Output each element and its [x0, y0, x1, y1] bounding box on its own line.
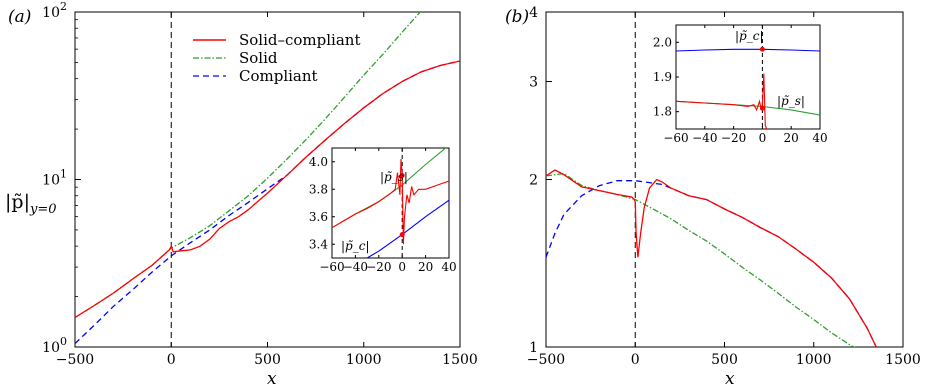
- panel-b-inset-x-tick-label: 0: [759, 131, 767, 145]
- panel-a-inset-x-tick-label: −20: [366, 260, 391, 274]
- panel-a-inset: −60−40−20 0 20 40 3.4 3.6 3.8 4.0 |p̃_s| |p̃_c|: [309, 147, 457, 274]
- panel-b-inset-annotation-pc: |p̃_c|: [735, 29, 764, 43]
- panel-b-inset-annotation-ps: |p̃_s|: [777, 94, 805, 108]
- panel-a-inset-x-tick-label: 40: [441, 260, 456, 274]
- legend-label-solid: Solid: [239, 49, 278, 67]
- panel-b-series-solid-compliant: [546, 169, 877, 347]
- panel-b-inset-series-solid-compliant: [676, 73, 768, 129]
- panel-a-inset-x-tick-label: −40: [343, 260, 368, 274]
- panel-b-inset-x-tick-label: −60: [663, 131, 688, 145]
- panel-a-x-tick-label: 1000: [346, 352, 382, 368]
- panel-b-inset-marker-ps: [759, 105, 765, 111]
- panel-a-y-tick-label: 101: [42, 168, 67, 189]
- panel-b-series-solid: [546, 172, 856, 347]
- panel-b-inset-y-tick-label: 1.9: [653, 70, 672, 84]
- panel-b-inset-marker-pc: [759, 46, 765, 52]
- panel-a: (a) −500 0 500 1000 1500 100 101 102 x Solid–co…: [8, 0, 478, 387]
- panel-b-x-axis-title: x: [725, 369, 735, 387]
- panel-a-label: (a): [8, 7, 31, 27]
- panel-b-series-compliant: [546, 180, 877, 347]
- legend-label-compliant: Compliant: [239, 67, 318, 85]
- panel-b-inset: −60 −40 −20 0 20 40 1.8 1.9 2.0 |p̃_c| |p̃_s|: [653, 24, 828, 145]
- panel-a-inset-annotation-pc: |p̃_c|: [341, 239, 370, 253]
- panel-a-y-tick-label: 100: [42, 335, 67, 356]
- panel-b-y-tick-label: 2: [529, 173, 538, 189]
- panel-b-x-tick-label: 500: [711, 352, 738, 368]
- panel-a-x-tick-label: 1500: [442, 352, 478, 368]
- panel-a-series-solid-compliant: [75, 60, 460, 319]
- panel-b-x-tick-label: 0: [631, 352, 640, 368]
- legend: Solid–compliant Solid Compliant: [193, 31, 361, 85]
- panel-a-inset-annotation-ps: |p̃_s|: [380, 170, 408, 184]
- panel-a-inset-x-tick-label: 0: [398, 260, 406, 274]
- panel-b-inset-y-tick-label: 2.0: [653, 35, 672, 49]
- panel-a-inset-marker-pc: [399, 232, 405, 238]
- panel-b-inset-plot-area: [675, 24, 821, 130]
- panel-b-x-tick-label: 1000: [796, 352, 832, 368]
- panel-b-inset-x-tick-label: 20: [784, 131, 799, 145]
- legend-label-solid-compliant: Solid–compliant: [239, 31, 361, 49]
- panel-a-inset-y-tick-label: 3.6: [309, 210, 328, 224]
- panel-a-x-axis-title: x: [267, 369, 277, 387]
- panel-b-y-tick-label: 3: [529, 75, 538, 91]
- panel-a-inset-x-tick-label: 20: [418, 260, 433, 274]
- panel-a-inset-x-tick-label: −60: [319, 260, 344, 274]
- panel-b-inset-y-tick-label: 1.8: [653, 105, 672, 119]
- panel-b-y-tick-label: 4: [529, 5, 538, 21]
- panel-a-x-tick-label: −500: [56, 352, 94, 368]
- panel-a-inset-plot-area: [331, 147, 450, 259]
- panel-a-inset-marker-ps: [399, 173, 405, 178]
- panel-a-inset-y-tick-label: 4.0: [309, 155, 328, 169]
- y-axis-title: |p̃|y=0: [5, 191, 56, 217]
- panel-b-inset-x-tick-label: −40: [692, 131, 717, 145]
- panel-b-inset-x-tick-label: −20: [721, 131, 746, 145]
- panel-b-y-tick-label: 1: [529, 340, 538, 356]
- panel-b-label: (b): [505, 7, 529, 27]
- panel-a-inset-y-tick-label: 3.4: [309, 237, 328, 251]
- panel-a-inset-y-tick-label: 3.8: [309, 182, 328, 196]
- panel-b-inset-series-compliant: [676, 48, 820, 52]
- panel-a-x-tick-label: 500: [254, 352, 281, 368]
- panel-a-x-tick-label: 0: [167, 352, 176, 368]
- panel-b-x-tick-label: 1500: [885, 352, 921, 368]
- panel-b-inset-x-tick-label: 40: [812, 131, 827, 145]
- panel-b-x-tick-label: −500: [527, 352, 565, 368]
- panel-a-y-tick-label: 102: [42, 0, 67, 21]
- panel-b: (b) −500 0 500 1000 1500 1 2 3 4 x −60 −40 −20 0 20 4…: [505, 5, 921, 387]
